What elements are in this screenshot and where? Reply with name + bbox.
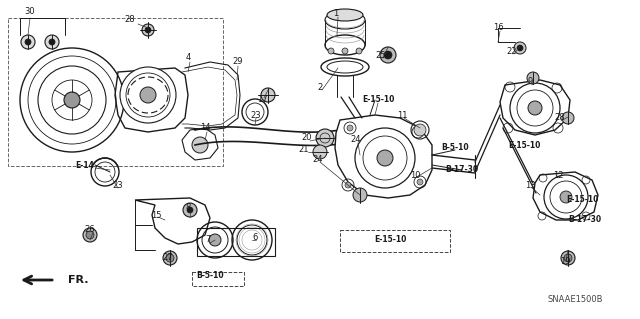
- Text: 22: 22: [507, 48, 517, 56]
- Circle shape: [414, 124, 426, 136]
- Circle shape: [183, 203, 197, 217]
- Circle shape: [21, 35, 35, 49]
- Circle shape: [528, 101, 542, 115]
- Circle shape: [562, 112, 574, 124]
- Bar: [192, 272, 244, 286]
- Text: 19: 19: [560, 257, 570, 266]
- Circle shape: [356, 48, 362, 54]
- Circle shape: [342, 48, 348, 54]
- Text: 24: 24: [351, 136, 361, 145]
- Circle shape: [45, 35, 59, 49]
- Polygon shape: [533, 172, 598, 220]
- Circle shape: [86, 231, 94, 239]
- Circle shape: [140, 87, 156, 103]
- Circle shape: [83, 228, 97, 242]
- Circle shape: [328, 48, 334, 54]
- Text: E-15-10: E-15-10: [508, 140, 540, 150]
- Text: 13: 13: [525, 181, 535, 189]
- Text: 28: 28: [125, 16, 135, 25]
- Polygon shape: [335, 115, 432, 198]
- Ellipse shape: [327, 9, 363, 21]
- Text: 9: 9: [527, 78, 532, 86]
- Circle shape: [347, 125, 353, 131]
- Text: 25: 25: [376, 50, 387, 60]
- Circle shape: [377, 150, 393, 166]
- Circle shape: [64, 92, 80, 108]
- Polygon shape: [135, 198, 210, 244]
- Text: 14: 14: [200, 123, 211, 132]
- Circle shape: [345, 182, 351, 188]
- Circle shape: [517, 45, 523, 51]
- Text: B-17-30: B-17-30: [445, 166, 479, 174]
- Circle shape: [49, 39, 55, 45]
- Text: E-14: E-14: [76, 160, 95, 169]
- Text: 23: 23: [251, 110, 261, 120]
- Text: 6: 6: [252, 234, 258, 242]
- Text: 16: 16: [493, 24, 503, 33]
- Circle shape: [187, 207, 193, 213]
- Text: 8: 8: [186, 204, 191, 212]
- Circle shape: [261, 88, 275, 102]
- Ellipse shape: [321, 58, 369, 76]
- Text: 27: 27: [163, 254, 173, 263]
- Circle shape: [417, 179, 423, 185]
- Text: 28: 28: [555, 114, 565, 122]
- Circle shape: [120, 67, 176, 123]
- Text: 26: 26: [84, 226, 95, 234]
- Bar: [197, 228, 275, 256]
- Circle shape: [316, 129, 334, 147]
- Text: 12: 12: [553, 170, 563, 180]
- Text: 4: 4: [186, 54, 191, 63]
- Circle shape: [25, 39, 31, 45]
- Text: 11: 11: [397, 110, 407, 120]
- Circle shape: [209, 234, 221, 246]
- Ellipse shape: [325, 11, 365, 29]
- Text: 2: 2: [317, 83, 323, 92]
- Text: FR.: FR.: [68, 275, 88, 285]
- Circle shape: [166, 254, 174, 262]
- Circle shape: [380, 47, 396, 63]
- Text: B-17-30: B-17-30: [568, 216, 602, 225]
- Polygon shape: [500, 80, 570, 135]
- Circle shape: [384, 51, 392, 59]
- Text: 29: 29: [233, 57, 243, 66]
- Text: B-5-10: B-5-10: [441, 144, 469, 152]
- Text: 17: 17: [257, 95, 268, 105]
- Text: 30: 30: [25, 8, 35, 17]
- Text: B-5-10: B-5-10: [196, 271, 224, 280]
- Circle shape: [163, 251, 177, 265]
- Text: SNAAE1500B: SNAAE1500B: [547, 295, 603, 305]
- Text: 20: 20: [301, 133, 312, 143]
- Circle shape: [145, 27, 151, 33]
- Text: E-15-10: E-15-10: [374, 235, 406, 244]
- Text: 15: 15: [151, 211, 161, 219]
- Text: 23: 23: [113, 181, 124, 189]
- Circle shape: [192, 137, 208, 153]
- Bar: [340, 230, 450, 252]
- Text: 7: 7: [205, 235, 211, 244]
- Circle shape: [514, 42, 526, 54]
- Text: 21: 21: [299, 145, 309, 154]
- Circle shape: [415, 129, 421, 135]
- Circle shape: [313, 145, 327, 159]
- Ellipse shape: [325, 35, 365, 55]
- Circle shape: [527, 72, 539, 84]
- Text: E-15-10: E-15-10: [566, 196, 598, 204]
- Circle shape: [142, 24, 154, 36]
- Text: E-15-10: E-15-10: [362, 95, 394, 105]
- Text: 1: 1: [333, 10, 339, 19]
- Text: 10: 10: [410, 170, 420, 180]
- Circle shape: [564, 254, 572, 262]
- Circle shape: [353, 188, 367, 202]
- Text: 24: 24: [313, 155, 323, 165]
- Circle shape: [560, 191, 572, 203]
- Bar: [8, 18, 223, 166]
- Circle shape: [561, 251, 575, 265]
